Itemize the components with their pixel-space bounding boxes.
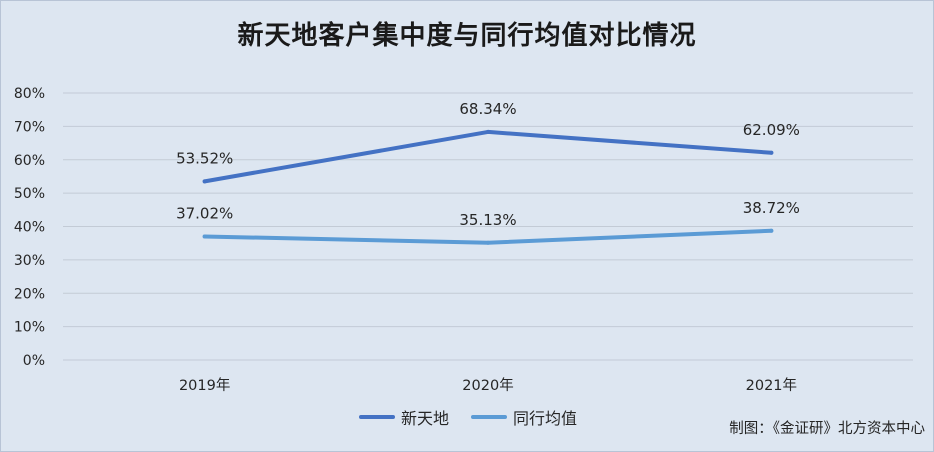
legend-item-industry-average: 同行均值 [471,405,577,429]
data-label: 62.09% [743,121,800,139]
data-point [486,240,490,245]
data-label: 38.72% [743,199,800,217]
y-tick-label: 0% [23,353,45,369]
data-point [769,228,774,233]
series-line-xintiandi [202,129,774,184]
y-tick-label: 40% [14,220,45,236]
data-label: 37.02% [176,204,233,222]
y-tick-label: 70% [14,119,45,135]
legend-swatch-xintiandi [359,415,395,419]
y-tick-label: 30% [14,253,45,269]
data-point [769,150,774,155]
legend-label-xintiandi: 新天地 [401,409,450,428]
data-label: 53.52% [176,149,233,167]
data-point [202,234,207,239]
x-tick-label: 2019年 [179,377,230,394]
legend-item-xintiandi: 新天地 [359,405,449,429]
data-point [486,129,490,134]
y-tick-label: 60% [14,153,45,169]
data-label: 35.13% [459,211,516,229]
y-tick-label: 80% [14,86,45,102]
source-note: 制图：《金证研》北方资本中心 [729,421,925,437]
legend: 新天地 同行均值 [359,405,599,429]
y-tick-label: 20% [14,286,45,302]
chart-title: 新天地客户集中度与同行均值对比情况 [237,21,697,51]
legend-swatch-industry-average [471,415,508,419]
data-point [202,179,207,184]
y-tick-label: 50% [14,186,45,202]
data-label: 68.34% [459,100,516,118]
legend-label-industry-average: 同行均值 [513,409,578,428]
y-tick-label: 10% [14,320,45,336]
x-tick-label: 2020年 [462,377,513,394]
x-tick-label: 2021年 [746,377,797,394]
